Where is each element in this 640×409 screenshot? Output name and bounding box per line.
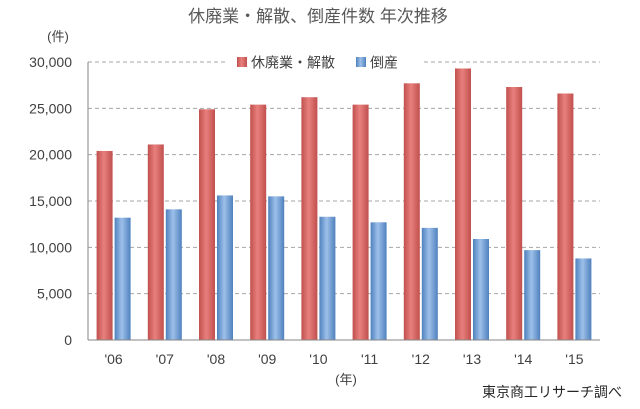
closures-bar xyxy=(455,68,471,340)
x-axis-unit: (年) xyxy=(335,372,357,387)
closures-bar xyxy=(403,83,420,341)
y-tick-label: 20,000 xyxy=(29,147,72,163)
closures-bar xyxy=(301,97,318,340)
bankruptcies-bar xyxy=(524,250,541,340)
legend-label-closures: 休廃業・解散 xyxy=(251,55,335,71)
chart-title: 休廃業・解散、倒産件数 年次推移 xyxy=(188,7,448,26)
x-tick-label: '13 xyxy=(463,351,481,367)
gridlines xyxy=(88,61,600,295)
x-tick-label: '11 xyxy=(361,351,378,367)
closures-bar xyxy=(557,93,574,340)
closures-bar xyxy=(96,150,113,340)
closures-bar xyxy=(506,87,523,341)
bars xyxy=(96,68,592,341)
x-tick-label: '07 xyxy=(156,351,174,367)
x-tick-label: '12 xyxy=(412,351,430,367)
y-tick-label: 0 xyxy=(64,332,72,348)
bankruptcies-bar xyxy=(217,195,233,340)
x-tick-label: '15 xyxy=(565,351,583,367)
closures-bar xyxy=(352,104,369,340)
bankruptcies-bar xyxy=(575,258,592,340)
legend-swatch-bankruptcies xyxy=(356,57,366,67)
bankruptcies-bar xyxy=(319,216,336,340)
y-tick-label: 25,000 xyxy=(29,100,72,116)
closures-bar xyxy=(147,144,164,340)
x-axis-ticks: '06 '07 '08 '09 '10 '11 '12 '13 '14 '15 xyxy=(104,351,583,367)
x-tick-label: '09 xyxy=(258,351,276,367)
bankruptcies-bar xyxy=(114,217,131,340)
y-tick-label: 5,000 xyxy=(37,286,72,302)
bankruptcies-bar xyxy=(165,209,182,340)
x-tick-label: '06 xyxy=(104,351,122,367)
legend-box xyxy=(228,50,424,76)
x-tick-label: '10 xyxy=(309,351,327,367)
legend-swatch-closures xyxy=(237,57,247,67)
source-note: 東京商工リサーチ調べ xyxy=(482,384,622,400)
closures-bar xyxy=(199,109,215,340)
y-axis-ticks: 0 5,000 10,000 15,000 20,000 25,000 30,000 xyxy=(29,54,72,348)
y-tick-label: 15,000 xyxy=(29,193,72,209)
bankruptcies-bar xyxy=(473,238,489,340)
y-axis-unit: (件) xyxy=(47,29,69,44)
bankruptcies-bar xyxy=(421,227,438,340)
bankruptcies-bar xyxy=(268,196,285,340)
y-tick-label: 10,000 xyxy=(29,239,72,255)
x-tick-label: '08 xyxy=(207,351,225,367)
bankruptcies-bar xyxy=(370,222,387,340)
y-tick-label: 30,000 xyxy=(29,54,72,70)
x-tick-label: '14 xyxy=(514,351,532,367)
legend-label-bankruptcies: 倒産 xyxy=(370,55,398,71)
legend: 休廃業・解散 倒産 xyxy=(228,50,424,76)
closures-bar xyxy=(250,104,267,340)
